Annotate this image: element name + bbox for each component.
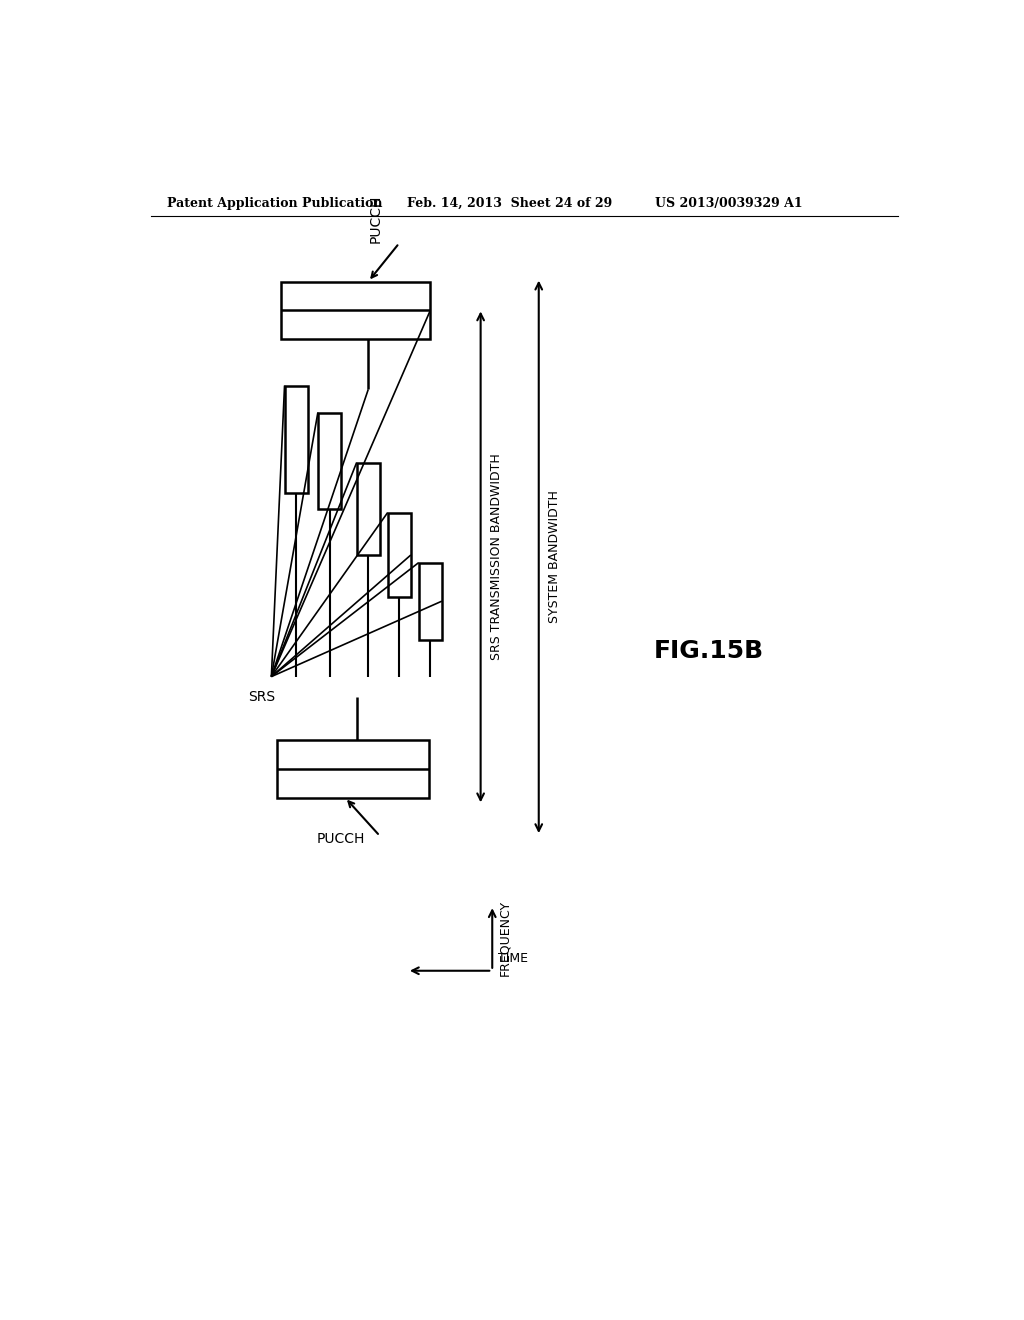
Text: FIG.15B: FIG.15B [654, 639, 764, 663]
Bar [276, 739, 429, 797]
Text: SRS TRANSMISSION BANDWIDTH: SRS TRANSMISSION BANDWIDTH [489, 454, 503, 660]
Bar [317, 412, 341, 508]
Bar [356, 462, 380, 554]
Text: US 2013/0039329 A1: US 2013/0039329 A1 [655, 197, 803, 210]
Text: FREQUENCY: FREQUENCY [499, 900, 511, 975]
Text: Patent Application Publication: Patent Application Publication [167, 197, 382, 210]
Text: SYSTEM BANDWIDTH: SYSTEM BANDWIDTH [548, 491, 561, 623]
Bar [419, 562, 442, 640]
Text: PUCCH: PUCCH [369, 195, 383, 243]
Text: TIME: TIME [499, 952, 528, 965]
Bar [285, 385, 308, 494]
Text: SRS: SRS [248, 690, 275, 705]
Text: PUCCH: PUCCH [317, 832, 366, 846]
Bar [388, 512, 411, 598]
Text: Feb. 14, 2013  Sheet 24 of 29: Feb. 14, 2013 Sheet 24 of 29 [407, 197, 612, 210]
Bar [281, 281, 430, 339]
